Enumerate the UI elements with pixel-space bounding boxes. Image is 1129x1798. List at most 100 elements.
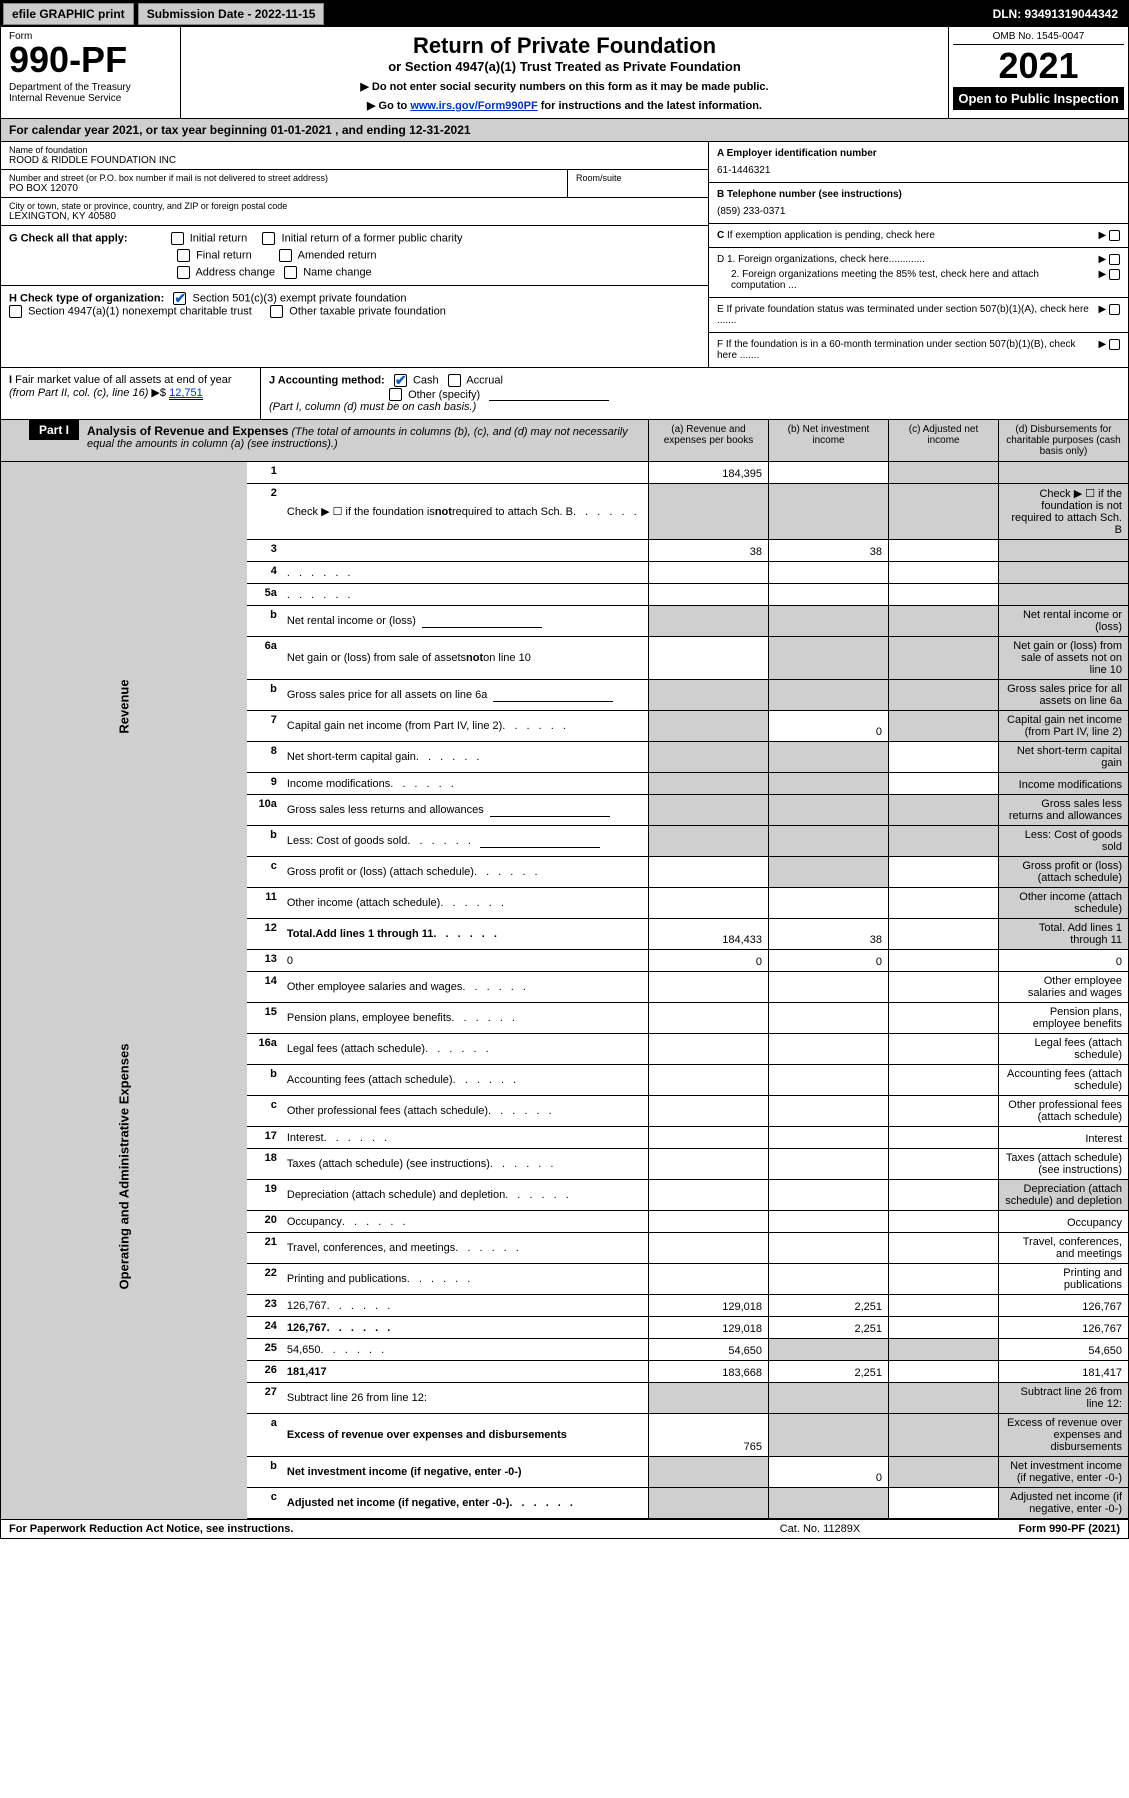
g-opt-2: Final return [196, 249, 252, 261]
line-row: 16aLegal fees (attach schedule) . . . . … [247, 1034, 1128, 1065]
part1-title: Analysis of Revenue and Expenses [87, 424, 288, 438]
h-opt3: Other taxable private foundation [289, 305, 446, 317]
line-row: 22Printing and publications . . . . . .P… [247, 1264, 1128, 1295]
chk-c[interactable] [1109, 230, 1120, 241]
f-cell: F If the foundation is in a 60-month ter… [709, 333, 1128, 367]
section-g: G Check all that apply: Initial return I… [1, 226, 708, 286]
line-row: 8Net short-term capital gain . . . . . .… [247, 742, 1128, 773]
footer: For Paperwork Reduction Act Notice, see … [1, 1519, 1128, 1538]
addr-cell: Number and street (or P.O. box number if… [1, 170, 708, 198]
line-row: 15Pension plans, employee benefits . . .… [247, 1003, 1128, 1034]
line-row: cGross profit or (loss) (attach schedule… [247, 857, 1128, 888]
g-opt-5: Name change [303, 266, 372, 278]
chk-4947[interactable] [9, 305, 22, 318]
chk-address[interactable] [177, 266, 190, 279]
f-label: F If the foundation is in a 60-month ter… [717, 339, 1090, 361]
a-label: A Employer identification number [717, 148, 877, 159]
dept-label: Department of the TreasuryInternal Reven… [9, 82, 172, 104]
form-container: efile GRAPHIC print Submission Date - Su… [0, 0, 1129, 1539]
form-link[interactable]: www.irs.gov/Form990PF [410, 100, 537, 112]
chk-name[interactable] [284, 266, 297, 279]
line-row: 23126,767 . . . . . .129,0182,251126,767 [247, 1295, 1128, 1317]
line-row: 21Travel, conferences, and meetings . . … [247, 1233, 1128, 1264]
e-cell: E If private foundation status was termi… [709, 298, 1128, 333]
part1-header: Part I Analysis of Revenue and Expenses … [1, 420, 1128, 462]
line-row: cAdjusted net income (if negative, enter… [247, 1488, 1128, 1519]
line-row: 12Total. Add lines 1 through 11 . . . . … [247, 919, 1128, 950]
note2-pre: ▶ Go to [367, 100, 410, 112]
line-row: 27Subtract line 26 from line 12:Subtract… [247, 1383, 1128, 1414]
org-addr: PO BOX 12070 [9, 183, 559, 194]
part-label: Part I [29, 420, 79, 440]
header-left: Form 990-PF Department of the TreasuryIn… [1, 27, 181, 118]
chk-cash[interactable] [394, 374, 407, 387]
chk-other-tax[interactable] [270, 305, 283, 318]
line-row: 4 . . . . . . [247, 562, 1128, 584]
info-grid: Name of foundation ROOD & RIDDLE FOUNDAT… [1, 142, 1128, 368]
efile-button[interactable]: efile GRAPHIC print [3, 3, 134, 25]
note-1: ▶ Do not enter social security numbers o… [193, 80, 936, 93]
j-label: J Accounting method: [269, 375, 385, 387]
org-city: LEXINGTON, KY 40580 [9, 211, 700, 222]
line-row: 6aNet gain or (loss) from sale of assets… [247, 637, 1128, 680]
open-inspection: Open to Public Inspection [953, 87, 1124, 110]
line-row: cOther professional fees (attach schedul… [247, 1096, 1128, 1127]
line-row: 130000 [247, 950, 1128, 972]
tax-year: 2021 [953, 45, 1124, 87]
line-row: 10aGross sales less returns and allowanc… [247, 795, 1128, 826]
info-left: Name of foundation ROOD & RIDDLE FOUNDAT… [1, 142, 708, 367]
line-row: 33838 [247, 540, 1128, 562]
org-name: ROOD & RIDDLE FOUNDATION INC [9, 155, 700, 166]
j-cash: Cash [413, 375, 439, 387]
side-expenses: Operating and Administrative Expenses [1, 950, 247, 1383]
chk-final[interactable] [177, 249, 190, 262]
col-a-head: (a) Revenue and expenses per books [648, 420, 768, 461]
col-d-head: (d) Disbursements for charitable purpose… [998, 420, 1128, 461]
d1-label: D 1. Foreign organizations, check here..… [717, 254, 1090, 265]
line-row: 17Interest . . . . . .Interest [247, 1127, 1128, 1149]
chk-d1[interactable] [1109, 254, 1120, 265]
chk-f[interactable] [1109, 339, 1120, 350]
e-label: E If private foundation status was termi… [717, 304, 1090, 326]
chk-501c3[interactable] [173, 292, 186, 305]
chk-e[interactable] [1109, 304, 1120, 315]
form-subtitle: or Section 4947(a)(1) Trust Treated as P… [193, 59, 936, 74]
footer-mid: Cat. No. 11289X [720, 1523, 920, 1535]
line-row: 2Check ▶ ☐ if the foundation is not requ… [247, 484, 1128, 540]
note-2: ▶ Go to www.irs.gov/Form990PF for instru… [193, 99, 936, 112]
line-row: bNet investment income (if negative, ent… [247, 1457, 1128, 1488]
line-row: 5a . . . . . . [247, 584, 1128, 606]
j-other: Other (specify) [408, 389, 480, 401]
a-cell: A Employer identification number 61-1446… [709, 142, 1128, 183]
side-revenue: Revenue [1, 462, 247, 950]
j-accrual: Accrual [466, 375, 503, 387]
name-label: Name of foundation [9, 145, 700, 155]
name-cell: Name of foundation ROOD & RIDDLE FOUNDAT… [1, 142, 708, 170]
omb-label: OMB No. 1545-0047 [953, 31, 1124, 45]
footer-right: Form 990-PF (2021) [920, 1523, 1120, 1535]
city-cell: City or town, state or province, country… [1, 198, 708, 226]
form-number: 990-PF [9, 42, 172, 78]
chk-amended[interactable] [279, 249, 292, 262]
line-row: 1184,395 [247, 462, 1128, 484]
d-cell: D 1. Foreign organizations, check here..… [709, 248, 1128, 298]
chk-other-method[interactable] [389, 388, 402, 401]
g-opt-1: Initial return of a former public charit… [282, 232, 463, 244]
chk-initial-former[interactable] [262, 232, 275, 245]
line-row: 2554,650 . . . . . .54,65054,650 [247, 1339, 1128, 1361]
top-bar: efile GRAPHIC print Submission Date - Su… [1, 1, 1128, 27]
g-opt-4: Address change [195, 266, 275, 278]
room-label: Room/suite [576, 173, 700, 183]
line-row: 7Capital gain net income (from Part IV, … [247, 711, 1128, 742]
a-val: 61-1446321 [717, 165, 770, 176]
g-opt-0: Initial return [190, 232, 247, 244]
chk-initial[interactable] [171, 232, 184, 245]
chk-d2[interactable] [1109, 269, 1120, 280]
h-label: H Check type of organization: [9, 292, 164, 304]
h-opt1: Section 501(c)(3) exempt private foundat… [192, 292, 406, 304]
b-label: B Telephone number (see instructions) [717, 189, 902, 200]
ij-row: I Fair market value of all assets at end… [1, 368, 1128, 420]
c-cell: C If exemption application is pending, c… [709, 224, 1128, 248]
addr-label: Number and street (or P.O. box number if… [9, 173, 559, 183]
chk-accrual[interactable] [448, 374, 461, 387]
